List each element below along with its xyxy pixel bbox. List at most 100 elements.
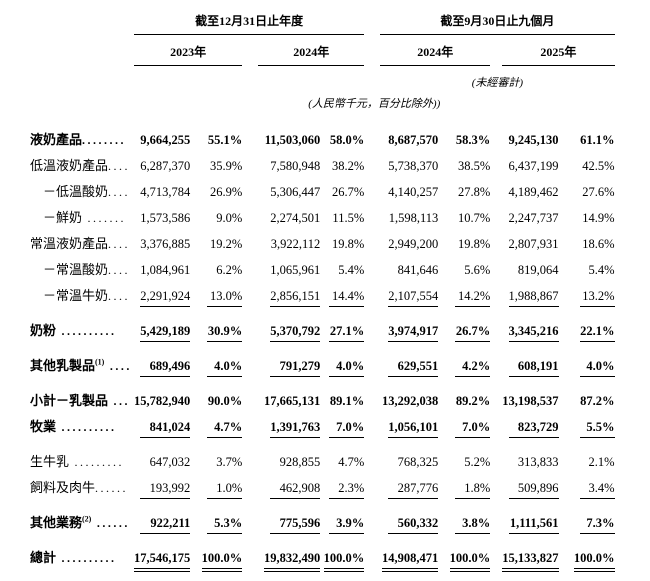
column-gap [364, 255, 380, 281]
percent-cell: 4.7% [190, 412, 243, 447]
percent-cell: 5.3% [190, 508, 243, 543]
amount-cell: 3,345,216 [502, 316, 559, 351]
amount-cell: 2,274,501 [270, 211, 321, 225]
row-label: 低溫液奶產品.... [30, 158, 131, 173]
column-gap [490, 447, 502, 473]
dot-leader: .... [108, 237, 131, 251]
percent-cell: 7.0% [438, 412, 491, 447]
row-label: 常溫液奶產品.... [30, 236, 131, 251]
percent-cell: 5.4% [588, 263, 615, 277]
year-2025-header: 2025年 [502, 34, 615, 66]
period-fy-header: 截至12月31日止年度 [134, 12, 365, 35]
column-gap [364, 203, 380, 229]
table-row: 生牛乳 ......... 647,032 3.7% 928,855 4.7% 768,3… [30, 447, 615, 473]
column-gap [242, 281, 258, 316]
percent-cell: 14.2% [438, 281, 491, 316]
amount-cell: 1,084,961 [140, 263, 191, 277]
amount-cell: 462,908 [258, 473, 321, 508]
dot-leader: .... [108, 185, 131, 199]
currency-unit-note: (人民幣千元，百分比除外)) [308, 98, 441, 110]
percent-cell: 5.6% [464, 263, 491, 277]
header-spacer [30, 12, 134, 35]
amount-cell: 4,189,462 [508, 185, 559, 199]
amount-cell: 629,551 [380, 351, 439, 386]
table-row: 其他乳製品(1) .... 689,496 4.0% 791,279 4.0% 629,5… [30, 351, 615, 386]
percent-cell: 2.1% [588, 455, 615, 469]
amount-cell: 3,922,112 [270, 237, 321, 251]
percent-cell: 5.2% [464, 455, 491, 469]
column-gap [490, 412, 502, 447]
percent-cell: 27.1% [320, 316, 365, 351]
amount-cell: 15,133,827 [502, 543, 559, 581]
percent-cell: 87.2% [580, 394, 615, 408]
amount-cell: 4,140,257 [388, 185, 439, 199]
column-gap [490, 386, 502, 412]
percent-cell: 19.2% [209, 237, 243, 251]
table-row: 牧業 .......... 841,024 4.7% 1,391,763 7.0% 1,0… [30, 412, 615, 447]
amount-cell: 15,782,940 [134, 394, 191, 408]
percent-cell: 3.7% [216, 455, 243, 469]
percent-cell: 7.3% [559, 508, 615, 543]
percent-cell: 9.0% [216, 211, 243, 225]
percent-cell: 3.8% [438, 508, 491, 543]
percent-cell: 42.5% [582, 159, 615, 173]
percent-cell: 38.2% [331, 159, 365, 173]
column-gap [242, 229, 258, 255]
column-gap [242, 125, 258, 151]
row-label: 其他業務(2) ...... [30, 514, 130, 530]
row-label: 生牛乳 ......... [30, 454, 125, 469]
table-row: 其他業務(2) ...... 922,211 5.3% 775,596 3.9% 560,… [30, 508, 615, 543]
amount-cell: 608,191 [502, 351, 559, 386]
percent-cell: 100.0% [320, 543, 365, 581]
column-gap [490, 351, 502, 386]
percent-cell: 10.7% [457, 211, 491, 225]
amount-cell: 689,496 [134, 351, 191, 386]
amount-cell: 11,503,060 [264, 133, 321, 147]
percent-cell: 58.0% [329, 133, 365, 147]
table-row: 奶粉 .......... 5,429,189 30.9% 5,370,792 27.1… [30, 316, 615, 351]
percent-cell: 4.0% [190, 351, 243, 386]
column-gap [364, 177, 380, 203]
dot-leader: .... [104, 359, 132, 373]
amount-cell: 9,245,130 [508, 133, 559, 147]
revenue-breakdown-table: 截至12月31日止年度 截至9月30日止九個月 2023年 2024年 2024… [30, 12, 615, 581]
table-row: 小計－乳製品 ... 15,782,940 90.0% 17,665,131 89.1%… [30, 386, 615, 412]
percent-cell: 26.7% [438, 316, 491, 351]
column-gap [242, 412, 258, 447]
percent-cell: 19.8% [457, 237, 491, 251]
row-label: 飼料及肉牛...... [30, 480, 129, 495]
header-spacer [30, 90, 134, 125]
amount-cell: 19,832,490 [258, 543, 321, 581]
percent-cell: 38.5% [457, 159, 491, 173]
column-gap [364, 229, 380, 255]
amount-cell: 1,988,867 [502, 281, 559, 316]
percent-cell: 4.0% [559, 351, 615, 386]
amount-cell: 17,546,175 [134, 543, 191, 581]
percent-cell: 2.3% [320, 473, 365, 508]
percent-cell: 14.4% [320, 281, 365, 316]
column-gap [242, 316, 258, 351]
column-gap [364, 151, 380, 177]
unit-note-row: (人民幣千元，百分比除外)) [30, 90, 615, 125]
percent-cell: 7.0% [320, 412, 365, 447]
amount-cell: 2,247,737 [508, 211, 559, 225]
amount-cell: 2,856,151 [258, 281, 321, 316]
prospectus-revenue-table-page: 截至12月31日止年度 截至9月30日止九個月 2023年 2024年 2024… [30, 12, 615, 572]
percent-cell: 100.0% [438, 543, 491, 581]
amount-cell: 841,024 [134, 412, 191, 447]
dot-leader: .......... [56, 324, 117, 338]
percent-cell: 6.2% [216, 263, 243, 277]
amount-cell: 2,107,554 [380, 281, 439, 316]
percent-cell: 58.3% [455, 133, 491, 147]
row-label: 奶粉 .......... [30, 323, 117, 338]
percent-cell: 14.9% [582, 211, 615, 225]
percent-cell: 1.0% [190, 473, 243, 508]
percent-cell: 26.7% [331, 185, 365, 199]
percent-cell: 100.0% [190, 543, 243, 581]
column-gap [490, 543, 502, 581]
amount-cell: 768,325 [397, 455, 439, 469]
amount-cell: 922,211 [134, 508, 191, 543]
amount-cell: 1,111,561 [502, 508, 559, 543]
dot-leader: ......... [69, 455, 125, 469]
row-label: －鮮奶 ....... [43, 210, 127, 225]
